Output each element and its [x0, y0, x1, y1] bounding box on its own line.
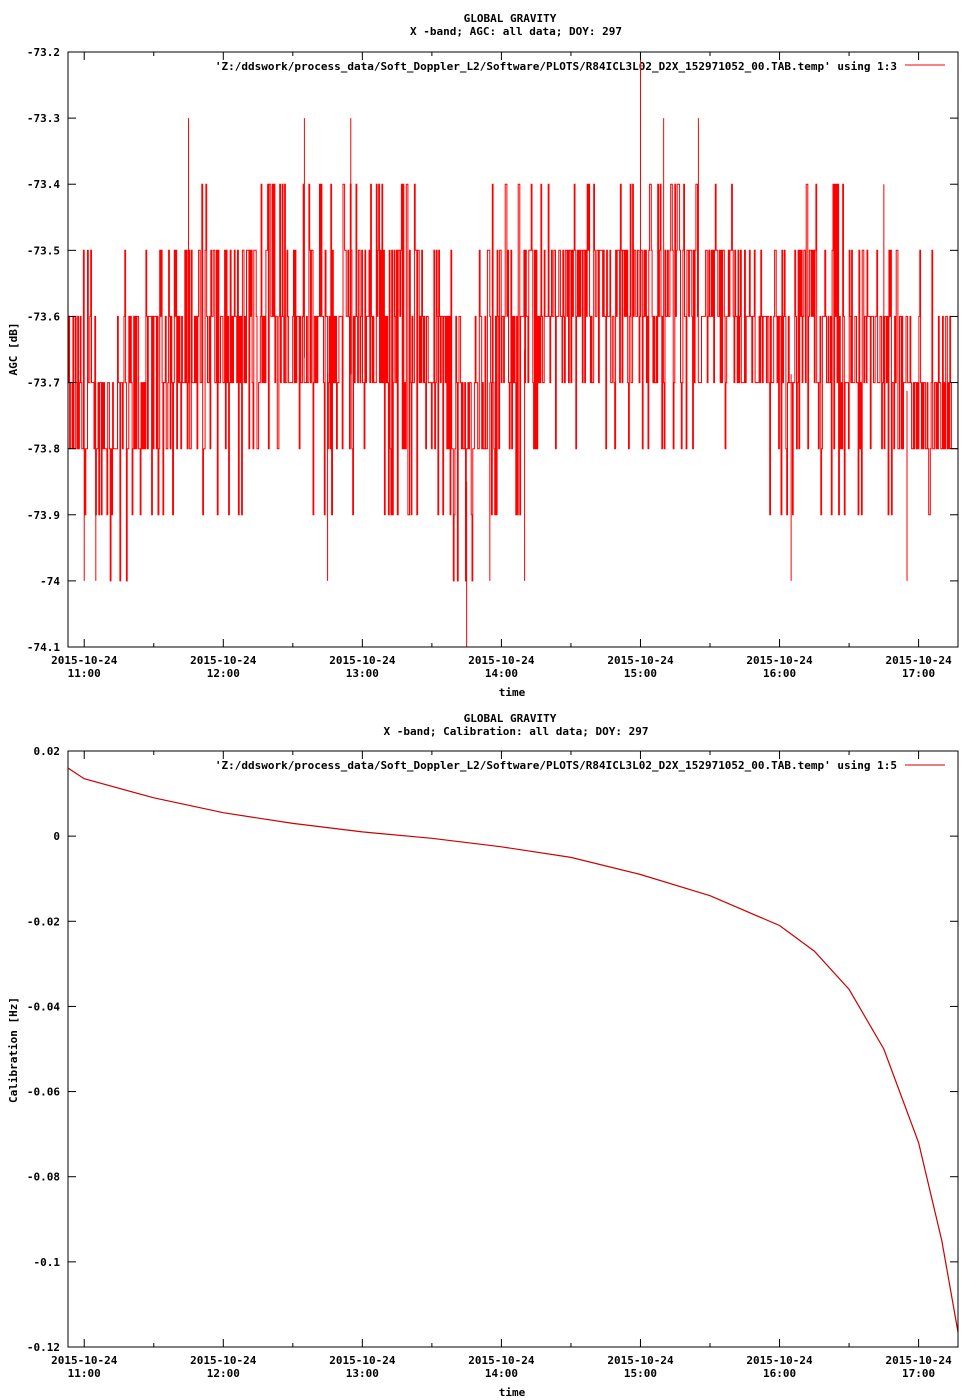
agc-plot-area — [68, 52, 959, 647]
agc-axes: -73.2 -73.3 -73.4 -73.5 -73.6 -73.7 -73.8 -73.9… — [27, 46, 959, 680]
y-axis-label: AGC [dB] — [7, 323, 20, 376]
x-tick-time-label: 16:00 — [763, 1367, 796, 1380]
x-tick-time-label: 17:00 — [902, 667, 935, 680]
x-tick-time-label: 11:00 — [68, 1367, 101, 1380]
x-tick-time-label: 13:00 — [346, 1367, 379, 1380]
y-tick-label: -74 — [40, 575, 60, 588]
y-tick-label: -73.9 — [27, 509, 60, 522]
y-tick-label: -0.04 — [27, 1000, 60, 1013]
x-tick-date-label: 2015-10-24 — [51, 654, 118, 667]
y-tick-label: -0.08 — [27, 1171, 60, 1184]
x-tick-time-label: 17:00 — [902, 1367, 935, 1380]
chart-title: GLOBAL GRAVITY — [464, 12, 557, 25]
x-tick-date-label: 2015-10-24 — [468, 1354, 535, 1367]
calibration-plot-area — [67, 767, 959, 1333]
chart-subtitle: X -band; Calibration: all data; DOY: 297 — [384, 725, 649, 738]
chart-subtitle: X -band; AGC: all data; DOY: 297 — [410, 25, 622, 38]
x-tick-date-label: 2015-10-24 — [329, 1354, 396, 1367]
agc-chart: GLOBAL GRAVITY X -band; AGC: all data; D… — [7, 12, 959, 699]
x-tick-time-label: 14:00 — [485, 1367, 518, 1380]
y-tick-label: 0 — [53, 830, 60, 843]
y-tick-label: -73.5 — [27, 244, 60, 257]
y-tick-label: -0.06 — [27, 1086, 60, 1099]
x-tick-time-label: 12:00 — [207, 1367, 240, 1380]
y-tick-label: -74.1 — [27, 641, 60, 654]
y-tick-label: 0.02 — [34, 745, 61, 758]
legend-label: 'Z:/ddswork/process_data/Soft_Doppler_L2… — [215, 60, 897, 73]
legend-label: 'Z:/ddswork/process_data/Soft_Doppler_L2… — [215, 759, 897, 772]
y-tick-label: -0.1 — [34, 1256, 61, 1269]
chart-title: GLOBAL GRAVITY — [464, 712, 557, 725]
x-tick-date-label: 2015-10-24 — [190, 1354, 257, 1367]
x-tick-date-label: 2015-10-24 — [607, 1354, 674, 1367]
y-tick-label: -0.12 — [27, 1341, 60, 1354]
x-tick-time-label: 11:00 — [68, 667, 101, 680]
y-tick-label: -73.6 — [27, 310, 60, 323]
x-tick-date-label: 2015-10-24 — [468, 654, 535, 667]
calibration-axes: 0.020-0.02-0.04-0.06-0.08-0.1-0.122015-1… — [27, 745, 959, 1380]
plot-border — [67, 51, 959, 648]
x-tick-date-label: 2015-10-24 — [746, 654, 813, 667]
x-tick-time-label: 13:00 — [346, 667, 379, 680]
x-tick-time-label: 12:00 — [207, 667, 240, 680]
x-tick-date-label: 2015-10-24 — [190, 654, 257, 667]
x-tick-date-label: 2015-10-24 — [885, 654, 952, 667]
y-tick-label: -73.4 — [27, 178, 60, 191]
agc-series-line — [68, 183, 959, 582]
y-tick-label: -73.2 — [27, 46, 60, 59]
x-tick-date-label: 2015-10-24 — [51, 1354, 118, 1367]
y-tick-label: -73.8 — [27, 443, 60, 456]
x-tick-date-label: 2015-10-24 — [746, 1354, 813, 1367]
calibration-chart: GLOBAL GRAVITY X -band; Calibration: all… — [7, 712, 959, 1399]
x-tick-date-label: 2015-10-24 — [329, 654, 396, 667]
x-tick-date-label: 2015-10-24 — [607, 654, 674, 667]
x-tick-time-label: 14:00 — [485, 667, 518, 680]
y-tick-label: -73.7 — [27, 377, 60, 390]
x-tick-date-label: 2015-10-24 — [885, 1354, 952, 1367]
x-axis-label: time — [499, 686, 526, 699]
x-tick-time-label: 15:00 — [624, 1367, 657, 1380]
x-axis-label: time — [499, 1386, 526, 1399]
y-axis-label: Calibration [Hz] — [7, 997, 20, 1103]
plot-border — [67, 750, 959, 1348]
x-tick-time-label: 15:00 — [624, 667, 657, 680]
x-tick-time-label: 16:00 — [763, 667, 796, 680]
y-tick-label: -0.02 — [27, 915, 60, 928]
calibration-series-line — [67, 767, 959, 1333]
y-tick-label: -73.3 — [27, 112, 60, 125]
